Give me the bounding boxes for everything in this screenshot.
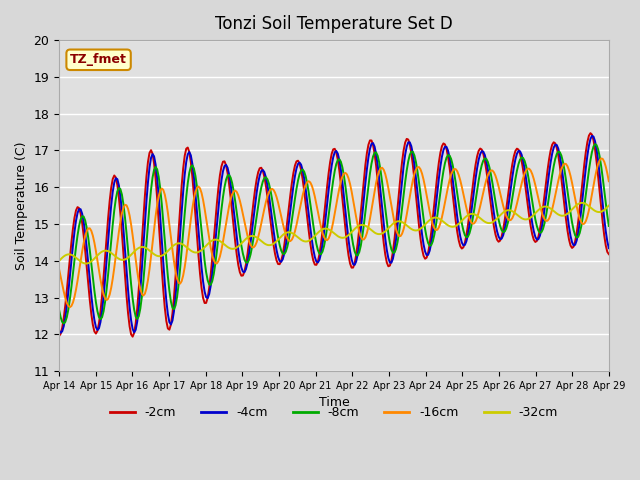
- Y-axis label: Soil Temperature (C): Soil Temperature (C): [15, 142, 28, 270]
- -16cm: [297, 200, 305, 205]
- -8cm: [221, 184, 228, 190]
- -4cm: [576, 220, 584, 226]
- -2cm: [248, 212, 256, 217]
- -2cm: [239, 273, 247, 278]
- -16cm: [124, 206, 132, 212]
- -32cm: [577, 200, 585, 206]
- -2cm: [297, 167, 305, 173]
- -2cm: [129, 334, 136, 339]
- -16cm: [248, 244, 256, 250]
- -8cm: [248, 244, 256, 250]
- -32cm: [297, 237, 305, 243]
- -2cm: [123, 293, 131, 299]
- -16cm: [66, 304, 74, 310]
- -8cm: [297, 168, 305, 173]
- Legend: -2cm, -4cm, -8cm, -16cm, -32cm: -2cm, -4cm, -8cm, -16cm, -32cm: [105, 401, 563, 424]
- Title: Tonzi Soil Temperature Set D: Tonzi Soil Temperature Set D: [215, 15, 453, 33]
- Line: -16cm: -16cm: [59, 158, 609, 307]
- -16cm: [605, 179, 612, 184]
- Line: -32cm: -32cm: [59, 203, 609, 264]
- -8cm: [576, 230, 584, 236]
- -8cm: [60, 321, 68, 326]
- -4cm: [221, 163, 228, 169]
- -2cm: [55, 333, 63, 339]
- -32cm: [239, 239, 247, 245]
- -32cm: [605, 203, 612, 208]
- -4cm: [239, 269, 247, 275]
- X-axis label: Time: Time: [319, 396, 349, 409]
- Text: TZ_fmet: TZ_fmet: [70, 53, 127, 66]
- -4cm: [55, 328, 63, 334]
- -16cm: [576, 216, 584, 221]
- -4cm: [248, 228, 256, 233]
- Line: -8cm: -8cm: [59, 144, 609, 324]
- -2cm: [221, 158, 228, 164]
- -16cm: [239, 211, 247, 217]
- -32cm: [248, 233, 256, 239]
- -4cm: [297, 162, 305, 168]
- -16cm: [55, 266, 63, 272]
- -2cm: [605, 252, 612, 257]
- -4cm: [124, 287, 132, 293]
- -4cm: [605, 245, 612, 251]
- -8cm: [591, 141, 599, 147]
- -32cm: [124, 255, 132, 261]
- -8cm: [55, 307, 63, 313]
- -32cm: [55, 258, 63, 264]
- -2cm: [587, 130, 595, 136]
- -32cm: [83, 261, 90, 266]
- -16cm: [597, 156, 605, 161]
- -8cm: [124, 248, 132, 253]
- -2cm: [576, 205, 584, 211]
- -8cm: [605, 223, 612, 229]
- -4cm: [588, 133, 596, 139]
- -32cm: [576, 200, 584, 206]
- -16cm: [221, 230, 228, 236]
- -4cm: [57, 330, 65, 336]
- Line: -2cm: -2cm: [59, 133, 609, 336]
- -8cm: [239, 251, 247, 256]
- Line: -4cm: -4cm: [59, 136, 609, 333]
- -32cm: [221, 242, 228, 248]
